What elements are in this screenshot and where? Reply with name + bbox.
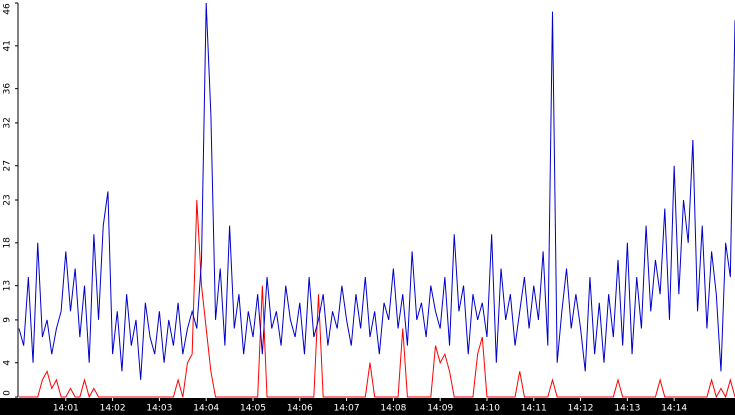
x-tick-label: 14:07	[334, 404, 360, 414]
y-tick-label: 9	[3, 317, 13, 323]
x-tick-label: 14:02	[100, 404, 126, 414]
x-tick-label: 14:13	[614, 404, 640, 414]
x-tick-label: 14:05	[240, 404, 266, 414]
y-tick-label: 23	[3, 194, 13, 205]
y-tick-label: 36	[3, 83, 13, 95]
x-tick-label: 14:08	[380, 404, 406, 414]
x-tick-label: 14:12	[568, 404, 594, 414]
y-tick-label: 13	[3, 280, 13, 291]
y-tick-label: 18	[3, 237, 13, 249]
y-tick-label: 41	[3, 40, 13, 51]
series-line	[18, 2, 735, 380]
y-tick-label: 32	[3, 117, 13, 128]
x-tick-label: 14:04	[193, 404, 219, 414]
y-tick-label: 46	[3, 3, 13, 15]
x-tick-label: 14:01	[53, 404, 79, 414]
y-tick-label: 0	[3, 390, 13, 396]
x-tick-label: 14:14	[661, 404, 687, 414]
x-tick-label: 14:10	[474, 404, 500, 414]
y-tick-label: 27	[3, 160, 13, 171]
x-axis-band	[0, 398, 735, 415]
x-tick-label: 14:09	[427, 404, 453, 414]
x-tick-label: 14:06	[287, 404, 313, 414]
series-line	[19, 199, 735, 399]
x-tick-label: 14:03	[146, 404, 172, 414]
y-tick-label: 4	[3, 360, 13, 366]
x-tick-label: 14:11	[521, 404, 547, 414]
